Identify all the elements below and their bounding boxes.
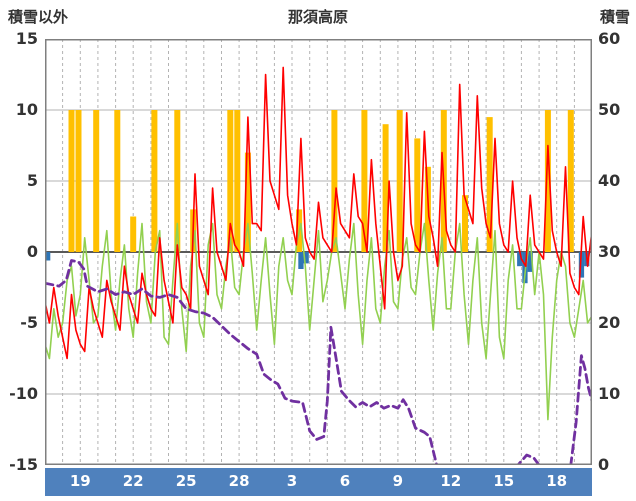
orange-bars <box>75 110 82 252</box>
orange-bars <box>244 152 251 252</box>
orange-bars <box>331 110 338 252</box>
orange-bars <box>114 110 121 252</box>
x-date-label: 12 <box>440 472 462 490</box>
blue-bars <box>527 252 533 272</box>
x-date-label: 28 <box>228 472 250 490</box>
blue-bars <box>303 252 309 264</box>
orange-bars <box>462 195 468 252</box>
right-ytick-label: 20 <box>598 313 621 332</box>
x-axis-band: 19 22 25 28 3 6 9 12 15 18 <box>45 468 592 496</box>
orange-bars <box>151 110 158 252</box>
left-axis-title: 積雪以外 <box>8 8 69 26</box>
plot-frame <box>45 39 592 465</box>
x-date-label: 19 <box>69 472 91 490</box>
orange-bars <box>486 117 493 252</box>
x-date-label: 6 <box>339 472 351 490</box>
left-ytick-label: 0 <box>26 242 38 261</box>
right-ytick-label: 50 <box>598 100 621 119</box>
orange-bars <box>382 124 389 252</box>
right-ytick-label: 10 <box>598 384 621 403</box>
purple-line <box>45 259 592 465</box>
left-ytick-label: -5 <box>20 313 38 332</box>
right-axis-title: 積雪 <box>599 8 630 26</box>
orange-bars <box>174 110 181 252</box>
x-date-label: 18 <box>546 472 568 490</box>
left-ytick-label: 15 <box>15 29 38 48</box>
right-ytick-label: 30 <box>598 242 621 261</box>
blue-bars <box>578 252 585 278</box>
x-date-label: 22 <box>122 472 144 490</box>
orange-bars <box>396 110 403 252</box>
red-line <box>45 66 592 360</box>
blue-bars <box>45 252 51 261</box>
right-ytick-label: 0 <box>598 455 610 474</box>
x-date-label: 9 <box>392 472 404 490</box>
orange-bars <box>567 110 574 252</box>
chart-title: 那須高原 <box>287 8 349 26</box>
right-ytick-label: 40 <box>598 171 621 190</box>
left-ytick-label: -10 <box>9 384 38 403</box>
blue-bars <box>298 252 304 269</box>
x-date-label: 3 <box>286 472 298 490</box>
orange-bars <box>361 110 368 252</box>
orange-bars <box>414 138 421 252</box>
blue-bars <box>517 252 523 267</box>
orange-bars <box>93 110 100 252</box>
left-ytick-label: 10 <box>15 100 38 119</box>
orange-bars <box>234 110 241 252</box>
orange-bars <box>544 110 551 252</box>
green-line <box>45 222 592 421</box>
right-ytick-label: 60 <box>598 29 621 48</box>
chart-plot-area <box>45 39 592 465</box>
orange-bars <box>130 216 137 252</box>
left-ytick-label: -15 <box>9 455 38 474</box>
left-ytick-label: 5 <box>26 171 38 190</box>
orange-bars <box>68 110 75 252</box>
x-date-label: 25 <box>175 472 197 490</box>
orange-bars <box>227 110 234 252</box>
x-date-label: 15 <box>493 472 515 490</box>
